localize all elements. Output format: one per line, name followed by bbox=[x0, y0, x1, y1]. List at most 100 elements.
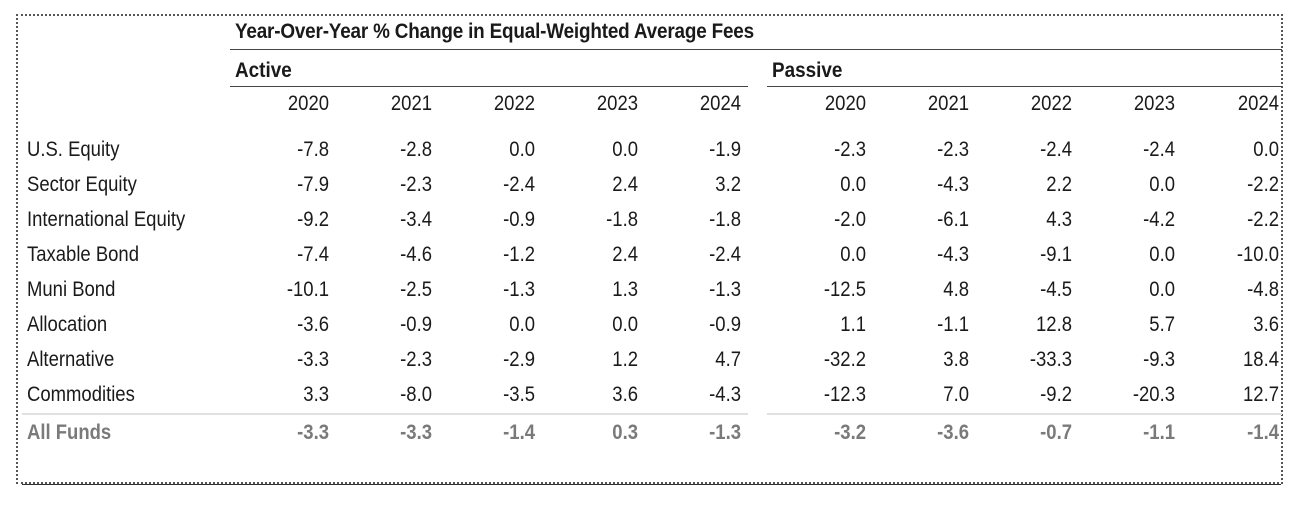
passive-cell: 4.8 bbox=[943, 278, 969, 301]
row-label: Allocation bbox=[27, 313, 108, 336]
passive-cell: -6.1 bbox=[937, 208, 969, 231]
active-cell: 0.0 bbox=[509, 138, 535, 161]
active-cell: 1.2 bbox=[612, 348, 638, 371]
passive-cell: -4.3 bbox=[937, 173, 969, 196]
active-cell: -1.3 bbox=[709, 278, 741, 301]
active-cell: -1.2 bbox=[503, 243, 535, 266]
active-cell: -2.4 bbox=[709, 243, 741, 266]
active-cell: 2.4 bbox=[612, 173, 638, 196]
row-label: Sector Equity bbox=[27, 173, 137, 196]
active-cell: -2.8 bbox=[400, 138, 432, 161]
active-cell: 0.0 bbox=[612, 313, 638, 336]
passive-cell: 7.0 bbox=[943, 383, 969, 406]
active-cell: -0.9 bbox=[503, 208, 535, 231]
passive-cell: 2.2 bbox=[1046, 173, 1072, 196]
total-passive-cell: -1.4 bbox=[1247, 421, 1279, 444]
year-header-passive: 2022 bbox=[1030, 92, 1072, 115]
passive-cell: -4.8 bbox=[1247, 278, 1279, 301]
row-label: International Equity bbox=[27, 208, 186, 231]
passive-cell: 1.1 bbox=[840, 313, 866, 336]
passive-cell: -10.0 bbox=[1236, 243, 1279, 266]
active-cell: 3.6 bbox=[612, 383, 638, 406]
total-passive-cell: -0.7 bbox=[1040, 421, 1072, 444]
passive-cell: -2.0 bbox=[834, 208, 866, 231]
active-cell: -8.0 bbox=[400, 383, 432, 406]
year-header-passive: 2023 bbox=[1133, 92, 1175, 115]
active-cell: -1.8 bbox=[709, 208, 741, 231]
passive-cell: 3.6 bbox=[1253, 313, 1279, 336]
active-cell: -4.6 bbox=[400, 243, 432, 266]
passive-cell: -2.2 bbox=[1247, 208, 1279, 231]
active-cell: -1.9 bbox=[709, 138, 741, 161]
passive-cell: 18.4 bbox=[1243, 348, 1279, 371]
total-active-cell: -1.4 bbox=[503, 421, 535, 444]
passive-cell: 4.3 bbox=[1046, 208, 1072, 231]
passive-cell: 0.0 bbox=[1149, 173, 1175, 196]
active-cell: -2.3 bbox=[400, 348, 432, 371]
active-cell: -7.9 bbox=[297, 173, 329, 196]
total-rule bbox=[767, 413, 1282, 415]
passive-cell: -1.1 bbox=[937, 313, 969, 336]
active-cell: 3.3 bbox=[303, 383, 329, 406]
row-label: Commodities bbox=[27, 383, 135, 406]
year-header-passive: 2021 bbox=[927, 92, 969, 115]
passive-cell: -2.2 bbox=[1247, 173, 1279, 196]
passive-cell: 0.0 bbox=[1253, 138, 1279, 161]
total-active-cell: -1.3 bbox=[709, 421, 741, 444]
total-passive-cell: -1.1 bbox=[1143, 421, 1175, 444]
passive-cell: 0.0 bbox=[840, 243, 866, 266]
active-cell: 2.4 bbox=[612, 243, 638, 266]
total-passive-cell: -3.2 bbox=[834, 421, 866, 444]
active-cell: -7.4 bbox=[297, 243, 329, 266]
active-cell: -7.8 bbox=[297, 138, 329, 161]
active-cell: -1.3 bbox=[503, 278, 535, 301]
passive-group-rule bbox=[767, 86, 1282, 87]
active-cell: -3.6 bbox=[297, 313, 329, 336]
year-header-active: 2022 bbox=[493, 92, 535, 115]
active-cell: -0.9 bbox=[709, 313, 741, 336]
passive-cell: -9.1 bbox=[1040, 243, 1072, 266]
active-cell: -3.5 bbox=[503, 383, 535, 406]
total-rule bbox=[22, 413, 748, 415]
passive-cell: -12.3 bbox=[823, 383, 866, 406]
passive-cell: -2.3 bbox=[834, 138, 866, 161]
active-cell: 0.0 bbox=[509, 313, 535, 336]
passive-cell: -2.4 bbox=[1040, 138, 1072, 161]
active-cell: 4.7 bbox=[715, 348, 741, 371]
active-cell: -10.1 bbox=[286, 278, 329, 301]
table-title: Year-Over-Year % Change in Equal-Weighte… bbox=[235, 20, 754, 43]
active-cell: 0.0 bbox=[612, 138, 638, 161]
year-header-active: 2024 bbox=[699, 92, 741, 115]
group-label-passive: Passive bbox=[772, 59, 843, 82]
active-cell: -2.3 bbox=[400, 173, 432, 196]
active-cell: -1.8 bbox=[606, 208, 638, 231]
active-group-rule bbox=[230, 86, 748, 87]
row-label: Alternative bbox=[27, 348, 115, 371]
total-active-cell: -3.3 bbox=[297, 421, 329, 444]
year-header-active: 2023 bbox=[596, 92, 638, 115]
year-header-active: 2020 bbox=[287, 92, 329, 115]
passive-cell: -9.2 bbox=[1040, 383, 1072, 406]
active-cell: -3.4 bbox=[400, 208, 432, 231]
active-cell: 3.2 bbox=[715, 173, 741, 196]
passive-cell: 12.8 bbox=[1036, 313, 1072, 336]
table-frame bbox=[16, 14, 1283, 484]
passive-cell: -9.3 bbox=[1143, 348, 1175, 371]
active-cell: -2.5 bbox=[400, 278, 432, 301]
passive-cell: 0.0 bbox=[1149, 278, 1175, 301]
row-label: Muni Bond bbox=[27, 278, 116, 301]
year-header-passive: 2024 bbox=[1237, 92, 1279, 115]
total-active-cell: -3.3 bbox=[400, 421, 432, 444]
active-cell: 1.3 bbox=[612, 278, 638, 301]
passive-cell: -4.3 bbox=[937, 243, 969, 266]
passive-cell: -12.5 bbox=[823, 278, 866, 301]
passive-cell: -4.2 bbox=[1143, 208, 1175, 231]
passive-cell: -32.2 bbox=[823, 348, 866, 371]
passive-cell: -4.5 bbox=[1040, 278, 1072, 301]
active-cell: -0.9 bbox=[400, 313, 432, 336]
active-cell: -2.4 bbox=[503, 173, 535, 196]
year-header-active: 2021 bbox=[390, 92, 432, 115]
active-cell: -3.3 bbox=[297, 348, 329, 371]
active-cell: -4.3 bbox=[709, 383, 741, 406]
total-passive-cell: -3.6 bbox=[937, 421, 969, 444]
